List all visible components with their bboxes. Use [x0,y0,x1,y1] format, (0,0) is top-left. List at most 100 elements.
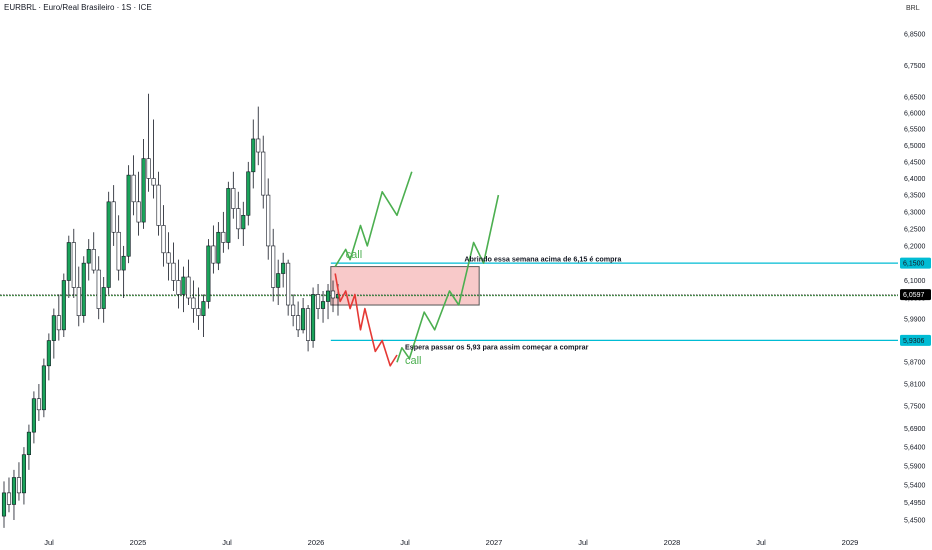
candle-body [96,269,101,309]
y-tick-label: 6,4000 [904,176,926,183]
candle-body [156,184,161,226]
candle-body [26,431,31,456]
x-tick-label: Jul [756,538,766,547]
candle-body [101,287,106,309]
candle-body [311,294,316,341]
y-tick-label: 5,4950 [904,500,926,507]
candle-body [246,171,251,216]
x-tick-label: 2028 [664,538,681,547]
text-annotation: Espera passar os 5,93 para assim começar… [405,343,589,352]
candle-body [216,231,221,264]
currency-label: BRL [906,5,920,12]
candle-body [256,138,261,153]
y-tick-label: 6,2500 [904,226,926,233]
candle-body [316,294,321,309]
price-label-bg [900,334,931,346]
candle-body [76,287,81,316]
candle-body [106,201,111,288]
candle-body [286,262,291,306]
candle-body [36,398,41,411]
candle-body [111,201,116,233]
y-tick-label: 5,8100 [904,382,926,389]
y-tick-label: 6,1000 [904,278,926,285]
candle-body [6,492,12,505]
candle-body [291,304,296,316]
y-tick-label: 5,8700 [904,360,926,367]
y-tick-label: 6,5000 [904,143,926,150]
candle-body [146,158,151,179]
x-tick-label: Jul [400,538,410,547]
candle-body [306,308,311,341]
y-tick-label: 5,9900 [904,317,926,324]
candle-body [66,242,71,281]
candle-body [196,308,201,316]
projection-path-green-lower [396,194,500,363]
candle-body [151,178,156,186]
candle-body [1,492,7,517]
candle-body [261,151,266,196]
candle-body [41,365,46,411]
candle-body [71,242,76,288]
candle-body [186,276,191,299]
candle-body [330,290,336,299]
candle-body [191,297,196,309]
candle-body [161,225,166,254]
candle-body [201,301,206,316]
candle-body [61,280,66,331]
candle-body [320,301,326,309]
candle-body [325,290,331,302]
candle-body [251,138,256,173]
candle-body [236,208,241,230]
candle-body [56,315,61,331]
x-tick-label: 2027 [486,538,503,547]
y-tick-label: 6,3500 [904,193,926,200]
candle-body [81,262,86,316]
candle-body [51,315,56,341]
candle-body [226,188,231,243]
candle-body [11,477,17,505]
price-label-bg [900,289,931,301]
y-tick-label: 6,7500 [904,63,926,70]
y-tick-label: 5,7500 [904,404,926,411]
candle-body [231,188,236,209]
y-tick-label: 6,6500 [904,94,926,101]
text-annotation: Abrindo essa semana acima de 6,15 é comp… [464,254,622,263]
candle-body [166,252,171,264]
y-tick-label: 6,4500 [904,159,926,166]
candle-body [271,245,276,288]
candle-body [181,276,186,295]
price-label-bg [900,257,931,269]
candle-body [141,158,146,223]
candle-body [296,315,301,331]
y-tick-label: 5,6400 [904,445,926,452]
price-label: 6,1500 [903,261,925,268]
call-annotation: call [405,355,422,367]
symbol-title: EURBRL · Euro/Real Brasileiro · 1S · ICE [4,3,152,12]
x-tick-label: 2026 [308,538,325,547]
call-annotation: call [346,249,363,261]
candle-body [131,174,136,203]
y-tick-label: 6,6000 [904,111,926,118]
candle-body [241,214,246,230]
candle-body [46,340,51,367]
price-label: 5,9306 [903,338,925,345]
y-tick-label: 6,2000 [904,243,926,250]
candle-body [31,398,36,433]
x-tick-label: Jul [44,538,54,547]
x-tick-label: Jul [222,538,232,547]
candle-body [91,249,96,271]
y-tick-label: 6,5500 [904,127,926,134]
y-tick-label: 5,6900 [904,426,926,433]
candle-body [221,231,226,243]
candle-body [176,280,181,295]
candle-body [211,245,216,264]
candle-body [16,477,21,494]
y-tick-label: 5,5900 [904,464,926,471]
projection-path-green-upper [334,171,413,268]
projection-path-red-down [334,273,398,367]
candle-body [21,454,26,494]
candle-body [121,255,126,271]
y-tick-label: 6,3000 [904,209,926,216]
